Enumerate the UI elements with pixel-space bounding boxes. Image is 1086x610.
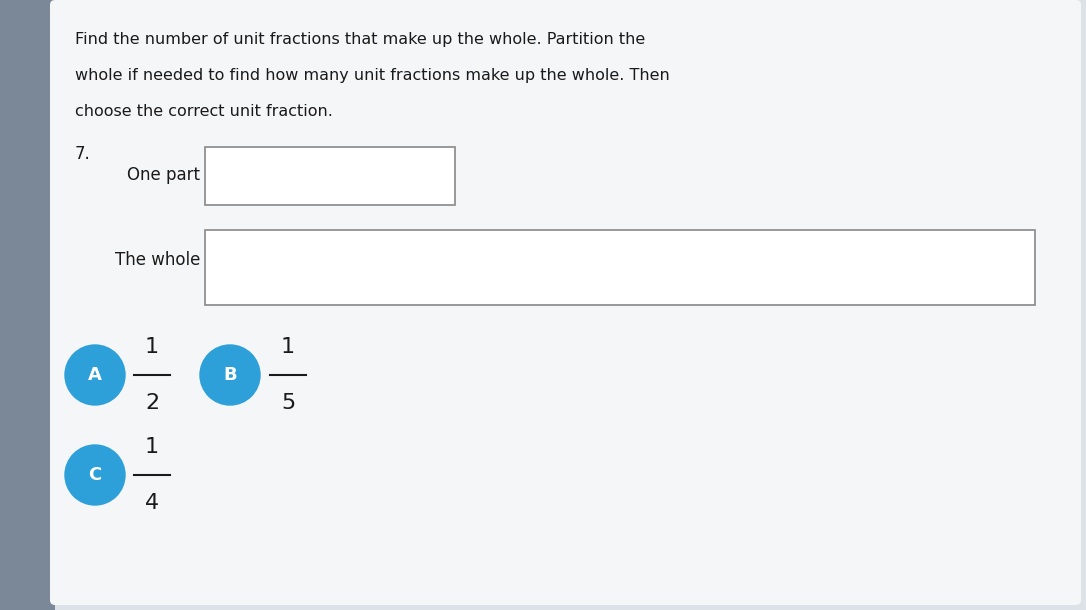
FancyBboxPatch shape [205,147,455,205]
Text: One part: One part [127,166,200,184]
Circle shape [65,445,125,505]
Text: A: A [88,366,102,384]
Text: 2: 2 [144,393,159,413]
Text: 1: 1 [144,337,159,357]
FancyBboxPatch shape [205,230,1035,305]
Text: The whole: The whole [115,251,200,269]
Circle shape [200,345,260,405]
Text: whole if needed to find how many unit fractions make up the whole. Then: whole if needed to find how many unit fr… [75,68,670,83]
Text: Find the number of unit fractions that make up the whole. Partition the: Find the number of unit fractions that m… [75,32,645,47]
Circle shape [65,345,125,405]
Text: 1: 1 [281,337,295,357]
Text: C: C [88,466,102,484]
Text: B: B [224,366,237,384]
Text: 7.: 7. [75,145,91,163]
Text: 4: 4 [144,493,159,513]
FancyBboxPatch shape [50,0,1081,605]
FancyBboxPatch shape [0,0,55,610]
Text: choose the correct unit fraction.: choose the correct unit fraction. [75,104,333,119]
Text: 5: 5 [281,393,295,413]
Text: 1: 1 [144,437,159,457]
